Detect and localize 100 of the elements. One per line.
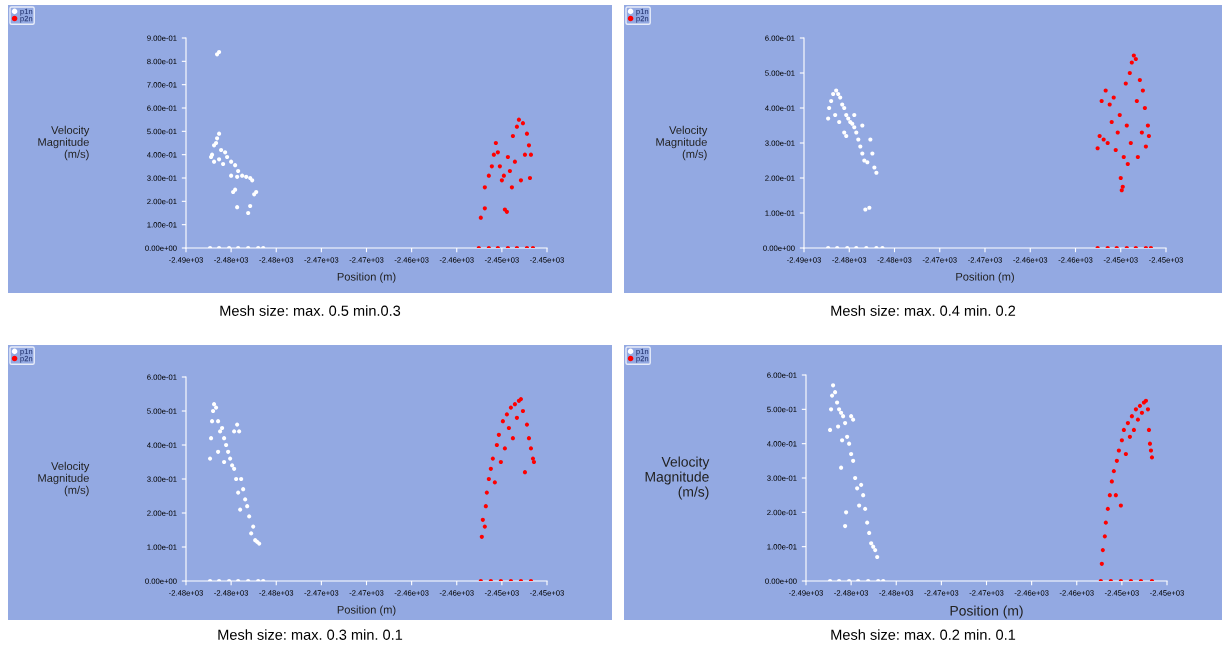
point [484,490,489,495]
point [831,91,836,97]
point [826,116,831,121]
point [852,125,857,130]
point [486,173,491,178]
point [530,456,536,461]
point [208,436,214,441]
y-axis-title: Velocity Magnitude (m/s) [656,125,708,161]
point [211,159,217,164]
point [851,458,856,463]
point [508,578,513,581]
point [219,147,224,153]
point [1137,403,1143,408]
point [828,407,834,412]
point [524,131,530,136]
point [510,133,515,139]
point [207,456,213,461]
point [520,121,526,126]
point [504,412,509,417]
point [229,159,234,164]
x-axis-title: Position (m) [337,272,396,283]
point [1148,245,1153,248]
point [480,517,485,522]
point [230,463,235,468]
point [236,245,241,248]
point [1145,407,1151,412]
point [1146,133,1151,139]
point [866,578,871,581]
point [256,245,261,248]
point [494,442,499,448]
point [836,424,841,429]
point [855,486,860,491]
point [236,490,241,495]
point [1131,427,1136,433]
point [1133,245,1138,248]
point [493,140,498,146]
point [1123,451,1128,457]
point [214,405,219,410]
point [1108,578,1113,581]
point [1109,119,1114,125]
point [526,143,532,148]
point [246,578,251,581]
point [522,152,528,157]
point [833,112,838,118]
point [220,425,225,431]
point [238,507,243,512]
point [510,436,515,441]
point [830,383,836,388]
point [867,530,872,536]
point [867,205,872,210]
point [1133,407,1138,412]
point [863,506,868,511]
point [236,578,241,581]
point [217,157,222,162]
point [491,152,496,157]
point [235,205,240,210]
point [826,245,831,248]
point [215,136,220,141]
point [1117,112,1122,118]
point [222,436,227,441]
point [837,119,842,125]
point [224,442,229,448]
point [840,102,845,107]
point [495,245,500,248]
point [1146,427,1152,433]
point [1140,88,1145,93]
point [834,88,839,93]
point [1134,98,1139,104]
point [516,117,522,122]
point [245,504,250,509]
point [1107,493,1112,498]
point [241,487,246,492]
point [859,482,864,487]
point [838,95,843,100]
point [210,408,216,414]
x-axis-title: Position (m) [950,605,1023,619]
point [505,154,510,160]
point [880,245,885,248]
point [490,456,495,461]
point [217,245,222,248]
point [1121,427,1126,433]
point [244,174,249,179]
point [235,422,240,427]
point [1124,245,1129,248]
point [233,163,238,168]
y-axis-title: Velocity Magnitude (m/s) [38,125,90,161]
point [489,164,494,169]
point [229,173,234,178]
point [1142,105,1147,111]
point [1131,53,1136,58]
point [216,449,221,454]
point [876,578,881,581]
point [1120,184,1125,189]
point [256,578,261,581]
point [1135,417,1140,422]
point [478,578,483,581]
y-axis-title: Velocity Magnitude (m/s) [645,456,710,500]
point [499,178,504,183]
point [211,402,217,407]
point [526,436,532,441]
